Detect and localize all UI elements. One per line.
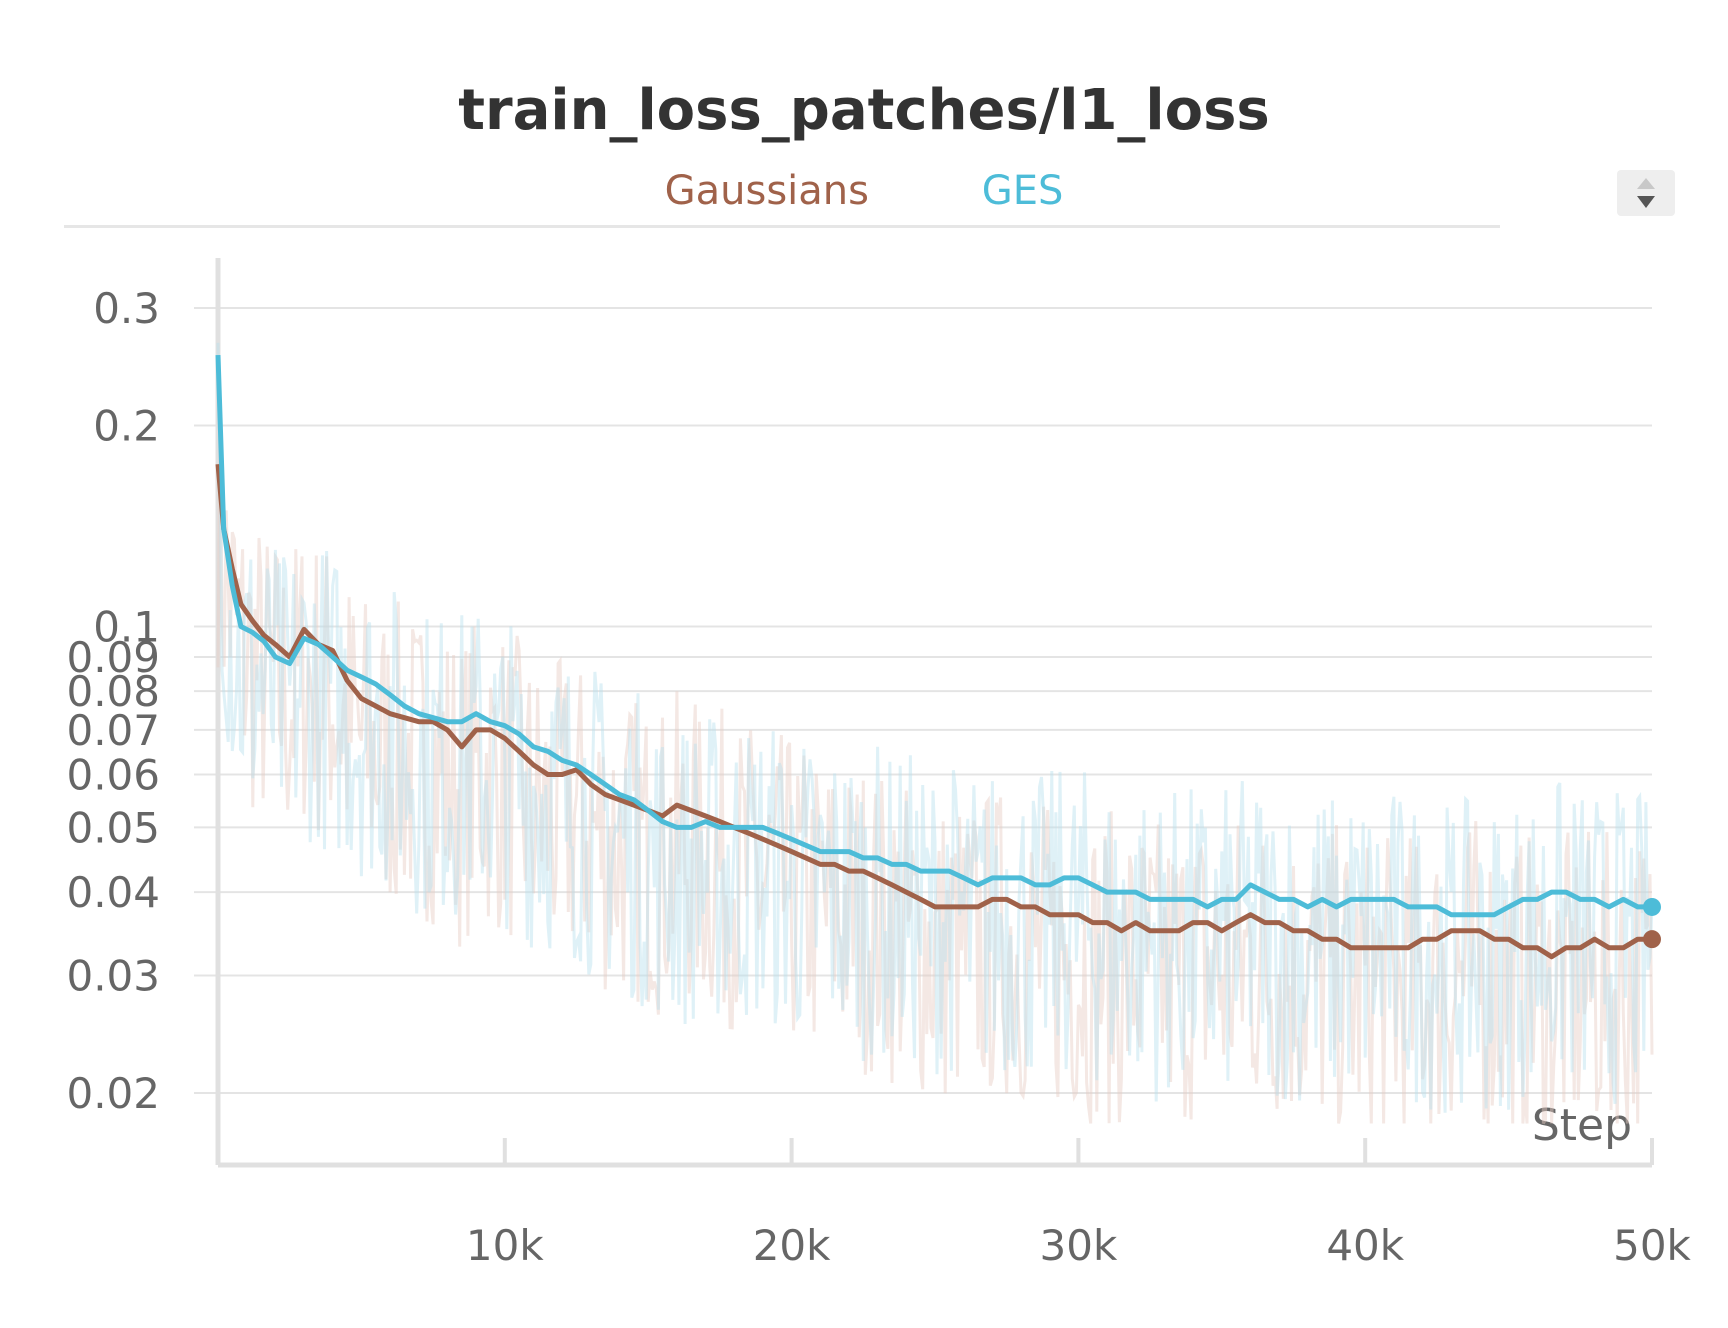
chart-title: train_loss_patches/l1_loss [458, 78, 1270, 143]
up-down-arrows-icon [1637, 178, 1655, 208]
y-tick-label: 0.04 [66, 868, 160, 917]
series-endpoint-ges [1643, 897, 1661, 916]
legend-scroll-control[interactable] [1617, 170, 1675, 216]
raw-series-ges [216, 342, 1654, 1113]
x-tick-label: 40k [1326, 1221, 1404, 1270]
y-tick-label: 0.08 [66, 667, 160, 716]
series-line-gaussians [215, 463, 1652, 960]
legend-entry-gaussians[interactable]: Gaussians [664, 168, 869, 214]
y-tick-label: 0.06 [66, 751, 160, 800]
series-endpoint-gaussians [1643, 930, 1661, 949]
y-tick-label: 0.07 [66, 706, 160, 755]
y-tick-label: 0.09 [66, 633, 160, 682]
y-tick-label: 0.05 [66, 803, 160, 852]
x-tick-label: 10k [466, 1221, 544, 1270]
legend-divider [64, 225, 1500, 228]
x-axis-label: Step [1532, 1100, 1632, 1151]
y-tick-label: 0.2 [93, 402, 160, 451]
x-tick-label: 20k [753, 1221, 831, 1270]
raw-series-gaussians [216, 395, 1654, 1125]
y-tick-label: 0.1 [93, 602, 160, 651]
y-tick-label: 0.02 [66, 1069, 160, 1118]
y-tick-label: 0.3 [93, 284, 160, 333]
x-tick-label: 30k [1040, 1221, 1118, 1270]
x-tick-label: 50k [1613, 1221, 1691, 1270]
series-line-ges [215, 355, 1652, 918]
legend-entry-ges[interactable]: GES [981, 168, 1064, 214]
y-tick-label: 0.03 [66, 951, 160, 1000]
legend: Gaussians GES [0, 168, 1728, 214]
